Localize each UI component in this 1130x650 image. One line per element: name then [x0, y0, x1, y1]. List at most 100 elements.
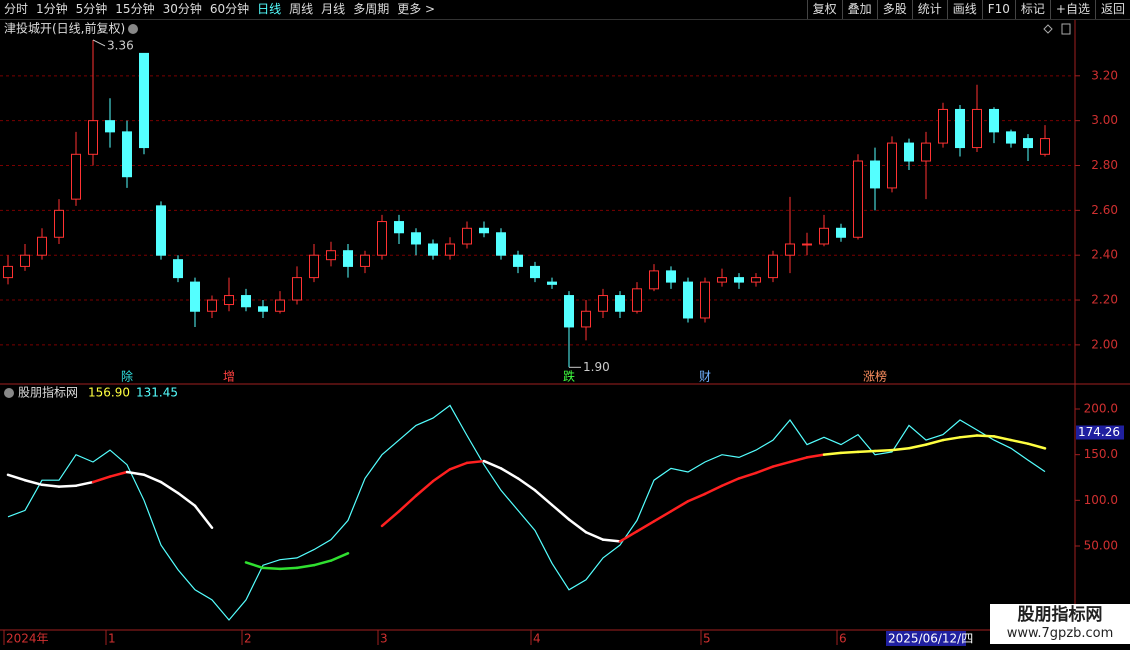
signal-segment: [533, 489, 554, 507]
candle-body: [768, 254, 778, 279]
signal-segment: [941, 436, 962, 442]
candle-body: [938, 108, 948, 144]
candle-body: [411, 232, 421, 245]
candle-body: [700, 281, 710, 319]
action-button[interactable]: 叠加: [841, 0, 877, 19]
readout: 156.90: [88, 386, 130, 400]
candle-body: [734, 277, 744, 283]
signal-segment: [788, 456, 809, 464]
period-tab[interactable]: 15分钟: [115, 2, 155, 16]
period-tab[interactable]: 分时: [4, 2, 29, 16]
action-button[interactable]: 复权: [806, 0, 842, 19]
period-tab[interactable]: 60分钟: [209, 2, 250, 16]
candle-body: [496, 232, 506, 256]
candle-body: [785, 243, 795, 256]
candle-body: [156, 205, 166, 256]
signal-segment: [686, 492, 707, 503]
low-label: 1.90: [583, 360, 610, 374]
candle-body: [462, 227, 472, 245]
candle-body: [207, 299, 217, 312]
candle-body: [513, 254, 523, 267]
candle-body: [547, 281, 557, 285]
y-tick-label: 2.60: [1091, 203, 1118, 217]
action-button[interactable]: 返回: [1094, 0, 1130, 19]
action-button[interactable]: +自选: [1049, 0, 1095, 19]
event-label: 增: [223, 370, 235, 384]
y-tick-label: 2.40: [1091, 248, 1118, 262]
candle-body: [445, 243, 455, 256]
signal-segment: [6, 473, 27, 482]
candle-body: [989, 108, 999, 133]
candle-body: [598, 295, 608, 312]
action-button[interactable]: 画线: [946, 0, 982, 19]
signal-segment: [125, 470, 146, 477]
signal-segment: [669, 499, 690, 513]
candle-body: [241, 295, 251, 308]
period-tab[interactable]: 1分钟: [36, 2, 68, 16]
period-tab[interactable]: 30分钟: [162, 2, 202, 16]
candle-body: [3, 265, 13, 279]
period-tab[interactable]: 5分钟: [75, 2, 108, 16]
signal-segment: [1026, 442, 1047, 450]
period-tab[interactable]: 月线: [321, 2, 346, 16]
candle-body: [71, 153, 81, 200]
signal-segment: [652, 510, 673, 523]
candle-body: [904, 142, 914, 162]
candle-body: [955, 108, 965, 149]
signal-segment: [839, 450, 860, 455]
icon[interactable]: [1043, 24, 1053, 34]
signal-segment: [295, 563, 316, 570]
menu-icon[interactable]: [128, 24, 138, 34]
x-tick-label: 3: [380, 632, 388, 646]
x-tick-label: 2024年: [6, 632, 49, 646]
candle-body: [581, 310, 591, 328]
action-button[interactable]: F10: [981, 0, 1015, 19]
event-label: 跌: [563, 369, 575, 384]
signal-segment: [907, 443, 928, 450]
candle-body: [649, 270, 659, 290]
chart-title: 津投城开(日线,前复权): [4, 21, 125, 36]
cursor-date: 2025/06/12/四: [888, 632, 973, 646]
event-label: 财: [699, 370, 711, 384]
action-button[interactable]: 统计: [911, 0, 947, 19]
candle-body: [1040, 138, 1050, 155]
cursor-date-bg: [886, 631, 966, 646]
action-button[interactable]: 标记: [1014, 0, 1050, 19]
candle-body: [632, 288, 642, 312]
candle-body: [122, 131, 132, 178]
signal-segment: [193, 504, 214, 529]
signal-segment: [720, 477, 741, 487]
y-tick-label: 2.80: [1091, 158, 1118, 172]
signal-segment: [992, 435, 1013, 442]
signal-segment: [278, 566, 299, 571]
candle-body: [870, 160, 880, 189]
signal-segment: [873, 448, 894, 453]
y-tick-label: 2.20: [1091, 293, 1118, 307]
signal-segment: [57, 484, 78, 488]
period-tab[interactable]: 日线: [257, 2, 282, 16]
candle-body: [428, 243, 438, 256]
signal-segment: [822, 451, 843, 456]
signal-segment: [805, 453, 826, 459]
signal-segment: [244, 561, 265, 570]
signal-segment: [380, 510, 401, 528]
signal-segment: [958, 434, 979, 439]
period-tab[interactable]: 多周期: [353, 2, 390, 16]
action-button[interactable]: 多股: [876, 0, 912, 19]
candle-body: [564, 295, 574, 328]
x-tick-label: 4: [533, 632, 541, 646]
cursor-value: 174.26: [1078, 425, 1120, 439]
y-tick-label: 150.0: [1084, 447, 1118, 461]
candle-body: [666, 270, 676, 283]
signal-segment: [23, 478, 44, 487]
period-tab[interactable]: 周线: [289, 2, 314, 16]
signal-segment: [482, 459, 503, 470]
signal-segment: [754, 465, 775, 475]
candle-body: [139, 52, 149, 149]
period-tab[interactable]: 更多 >: [397, 2, 436, 16]
menu-icon[interactable]: [4, 388, 14, 398]
signal-segment: [584, 531, 605, 541]
signal-segment: [465, 459, 486, 465]
icon[interactable]: [1061, 23, 1071, 35]
